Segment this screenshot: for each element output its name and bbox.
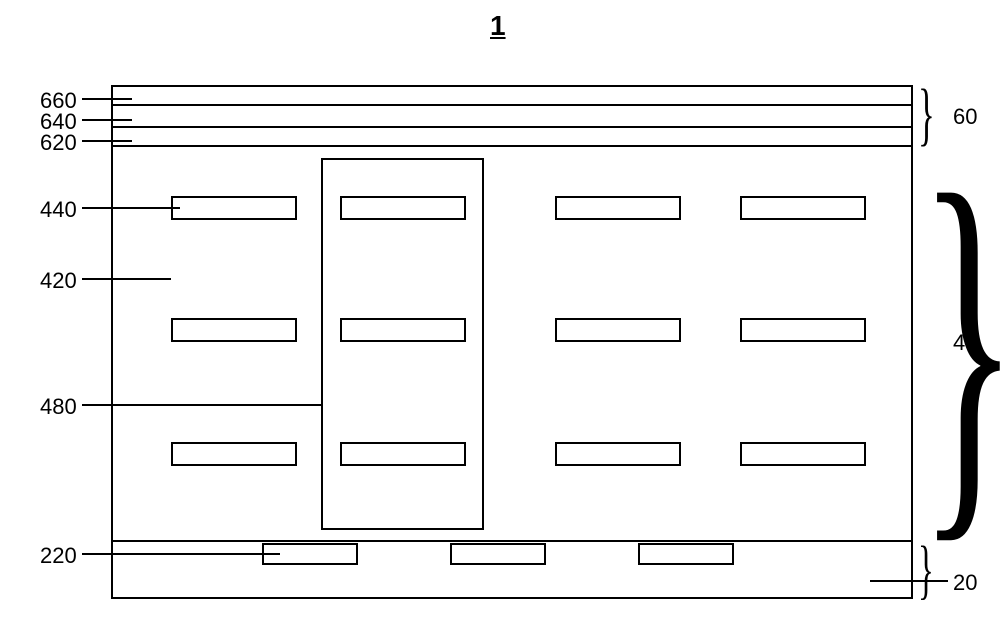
inner-rect-r0-c3 <box>740 196 866 220</box>
leader-line-620 <box>82 140 132 142</box>
layer-divider-1 <box>111 126 913 128</box>
leader-line-420 <box>82 278 171 280</box>
label-left-220: 220 <box>40 543 77 569</box>
inner-rect-r2-c1 <box>340 442 466 466</box>
layer-divider-2 <box>111 145 913 147</box>
inner-rect-r1-c3 <box>740 318 866 342</box>
leader-line-660 <box>82 98 132 100</box>
leader-line-640 <box>82 119 132 121</box>
leader-line-220 <box>82 553 280 555</box>
bottom-rect-1 <box>450 543 546 565</box>
inner-rect-r0-c1 <box>340 196 466 220</box>
label-left-620: 620 <box>40 130 77 156</box>
inner-rect-r2-c2 <box>555 442 681 466</box>
leader-line-440 <box>82 207 180 209</box>
inner-rect-r1-c0 <box>171 318 297 342</box>
inner-rect-r2-c3 <box>740 442 866 466</box>
layer-divider-0 <box>111 104 913 106</box>
leader-line-480 <box>82 404 321 406</box>
diagram-title: 1 <box>490 10 506 42</box>
bottom-rect-2 <box>638 543 734 565</box>
label-left-480: 480 <box>40 394 77 420</box>
label-left-420: 420 <box>40 268 77 294</box>
inner-rect-r2-c0 <box>171 442 297 466</box>
brace-2: } <box>918 539 934 601</box>
leader-line-20 <box>870 580 948 582</box>
inner-rect-r1-c1 <box>340 318 466 342</box>
label-left-440: 440 <box>40 197 77 223</box>
inner-rect-r0-c0 <box>171 196 297 220</box>
layer-divider-3 <box>111 540 913 542</box>
inner-rect-r1-c2 <box>555 318 681 342</box>
inner-rect-r0-c2 <box>555 196 681 220</box>
outer-box <box>111 85 913 599</box>
brace-1: } <box>918 143 1000 543</box>
